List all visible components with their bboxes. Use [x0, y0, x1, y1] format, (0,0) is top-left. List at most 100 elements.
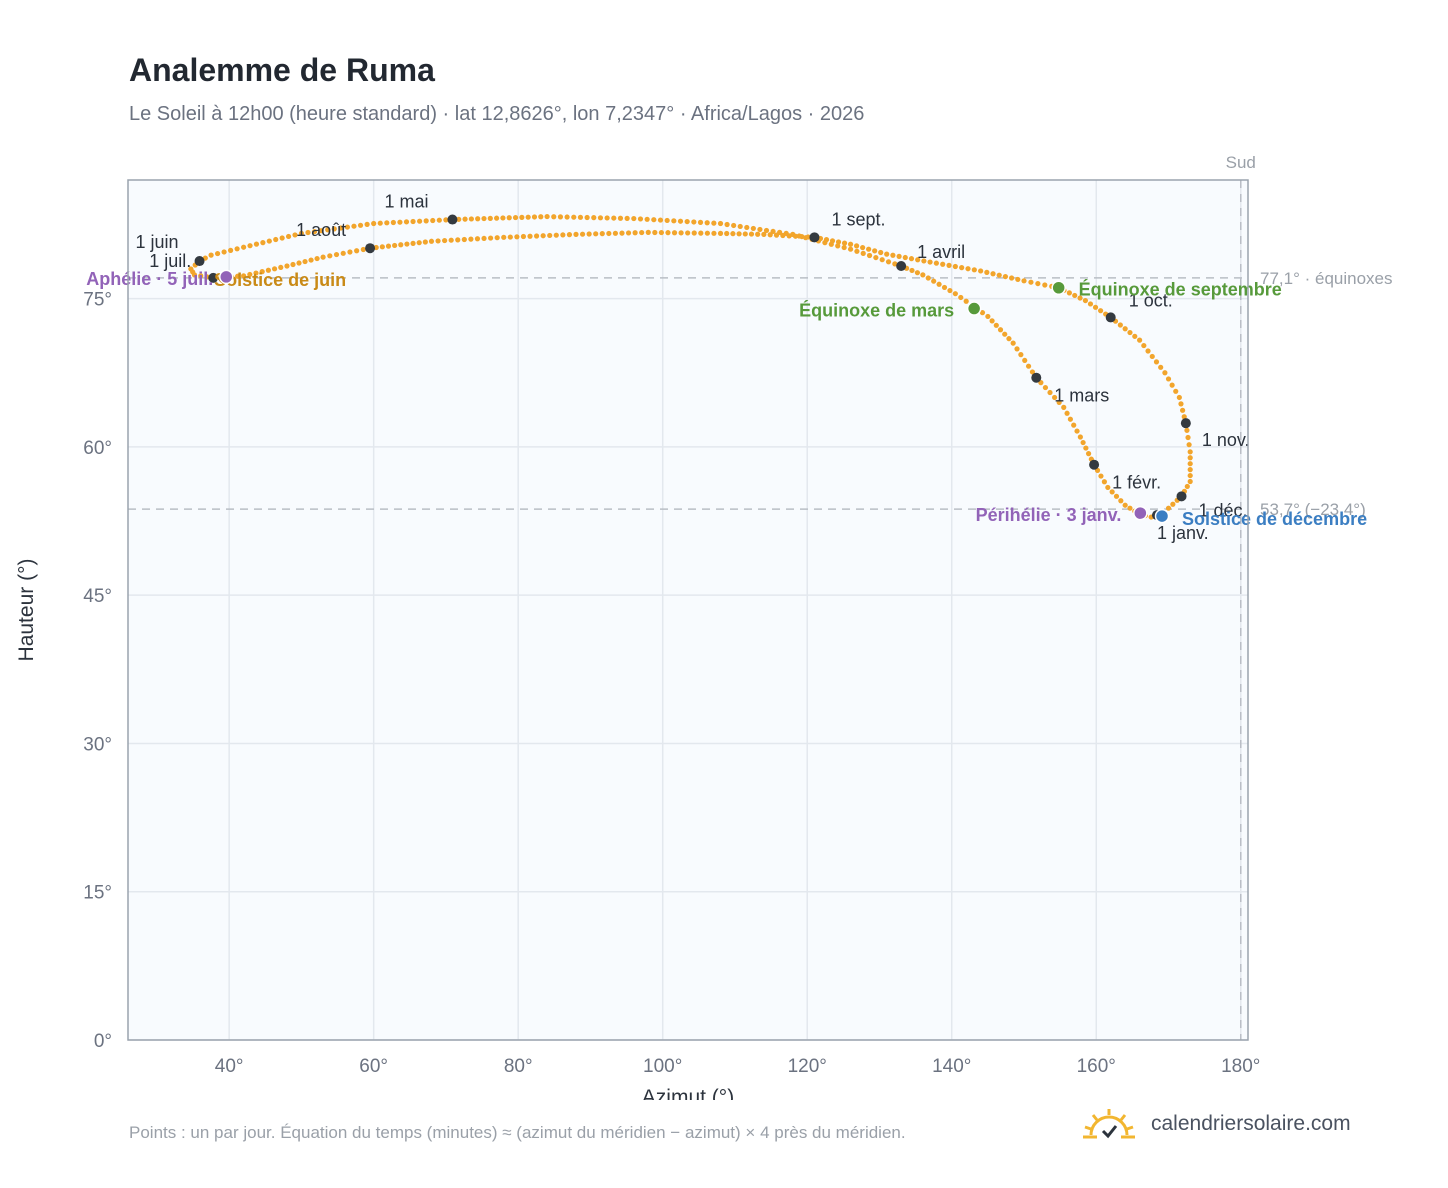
daily-point — [761, 231, 767, 237]
daily-point — [234, 273, 241, 279]
daily-point — [1170, 501, 1176, 507]
daily-point — [879, 257, 885, 263]
analemma-chart: Sud 77,1° · équinoxes 53,7° (−23,4°) 1 jan… — [15, 153, 1393, 1100]
daily-point — [1002, 273, 1009, 280]
month-marker — [1176, 491, 1187, 502]
daily-point — [577, 214, 584, 220]
daily-point — [1165, 505, 1172, 511]
daily-point — [872, 248, 878, 254]
daily-point — [1187, 478, 1193, 485]
event-label: Périhélie · 3 janv. — [976, 505, 1122, 525]
daily-point — [773, 232, 780, 238]
daily-point — [260, 240, 266, 246]
daily-point — [847, 246, 854, 252]
daily-point — [724, 230, 730, 237]
daily-point — [1021, 278, 1027, 284]
daily-point — [327, 253, 333, 259]
daily-point — [1018, 352, 1024, 358]
daily-point — [671, 230, 678, 236]
daily-point — [560, 232, 566, 238]
daily-point — [665, 230, 671, 236]
daily-point — [724, 221, 730, 228]
month-label: 1 sept. — [831, 209, 885, 229]
daily-point — [805, 234, 811, 240]
daily-point — [711, 230, 717, 236]
x-tick-label: 40° — [215, 1056, 244, 1077]
daily-point — [1137, 337, 1143, 343]
y-tick-label: 0° — [94, 1031, 112, 1052]
daily-point — [927, 259, 933, 265]
daily-point — [604, 215, 610, 221]
daily-point — [1009, 275, 1015, 281]
daily-point — [1118, 498, 1124, 504]
daily-point — [571, 214, 577, 220]
y-tick-label: 30° — [83, 734, 112, 755]
daily-point — [404, 241, 410, 247]
daily-point — [423, 218, 429, 224]
daily-point — [947, 287, 953, 294]
daily-point — [909, 267, 915, 274]
daily-point — [266, 238, 272, 244]
daily-point — [1176, 394, 1182, 401]
daily-point — [612, 230, 619, 236]
month-marker — [1105, 312, 1116, 323]
month-label: 1 janv. — [1157, 523, 1209, 543]
y-tick-label: 60° — [83, 438, 112, 459]
brand-logo[interactable]: calendriersolaire.com — [1083, 1104, 1351, 1144]
daily-point — [247, 271, 253, 278]
month-marker — [365, 243, 376, 254]
daily-point — [364, 221, 370, 227]
x-tick-label: 120° — [788, 1056, 827, 1077]
daily-point — [1083, 445, 1089, 451]
daily-point — [500, 215, 506, 221]
daily-point — [357, 222, 364, 228]
daily-point — [354, 248, 360, 254]
daily-point — [1101, 479, 1107, 485]
x-axis-title: Azimut (°) — [642, 1086, 734, 1100]
axes: 40° 60° 80° 100° 120° 140° 160° 180° 0° 15° 30° 45°… — [83, 290, 1260, 1077]
daily-point — [835, 239, 842, 245]
daily-point — [468, 216, 474, 222]
event-marker — [1154, 508, 1170, 524]
daily-point — [416, 240, 422, 246]
daily-point — [717, 230, 724, 236]
daily-point — [410, 218, 416, 225]
daily-point — [228, 247, 234, 253]
daily-point — [325, 227, 331, 233]
daily-point — [664, 217, 670, 224]
daily-point — [557, 214, 564, 220]
daily-point — [1187, 461, 1193, 467]
daily-point — [1149, 353, 1155, 360]
daily-point — [371, 220, 377, 227]
footnote: Points : un par jour. Équation du temps … — [129, 1123, 906, 1142]
daily-point — [767, 232, 773, 238]
daily-point — [908, 256, 915, 262]
daily-point — [385, 243, 392, 249]
daily-point — [1028, 279, 1034, 285]
daily-point — [1029, 369, 1036, 375]
daily-point — [1145, 348, 1151, 354]
daily-point — [971, 267, 977, 273]
daily-point — [296, 260, 302, 266]
daily-point — [684, 218, 690, 225]
daily-point — [1072, 292, 1078, 299]
daily-point — [462, 216, 468, 222]
daily-point — [860, 250, 866, 256]
daily-point — [1153, 359, 1160, 365]
daily-point — [488, 235, 494, 241]
daily-point — [1187, 467, 1193, 473]
daily-point — [841, 244, 847, 251]
daily-point — [873, 254, 879, 261]
daily-point — [331, 226, 337, 232]
daily-point — [241, 273, 247, 279]
x-tick-label: 100° — [643, 1056, 682, 1077]
daily-point — [191, 272, 198, 278]
daily-point — [494, 215, 500, 221]
daily-point — [1056, 399, 1062, 406]
daily-point — [763, 227, 770, 234]
month-label: 1 août — [296, 220, 346, 240]
daily-point — [606, 230, 612, 237]
daily-point — [397, 219, 403, 225]
daily-point — [896, 253, 902, 259]
plot-background — [128, 180, 1248, 1040]
